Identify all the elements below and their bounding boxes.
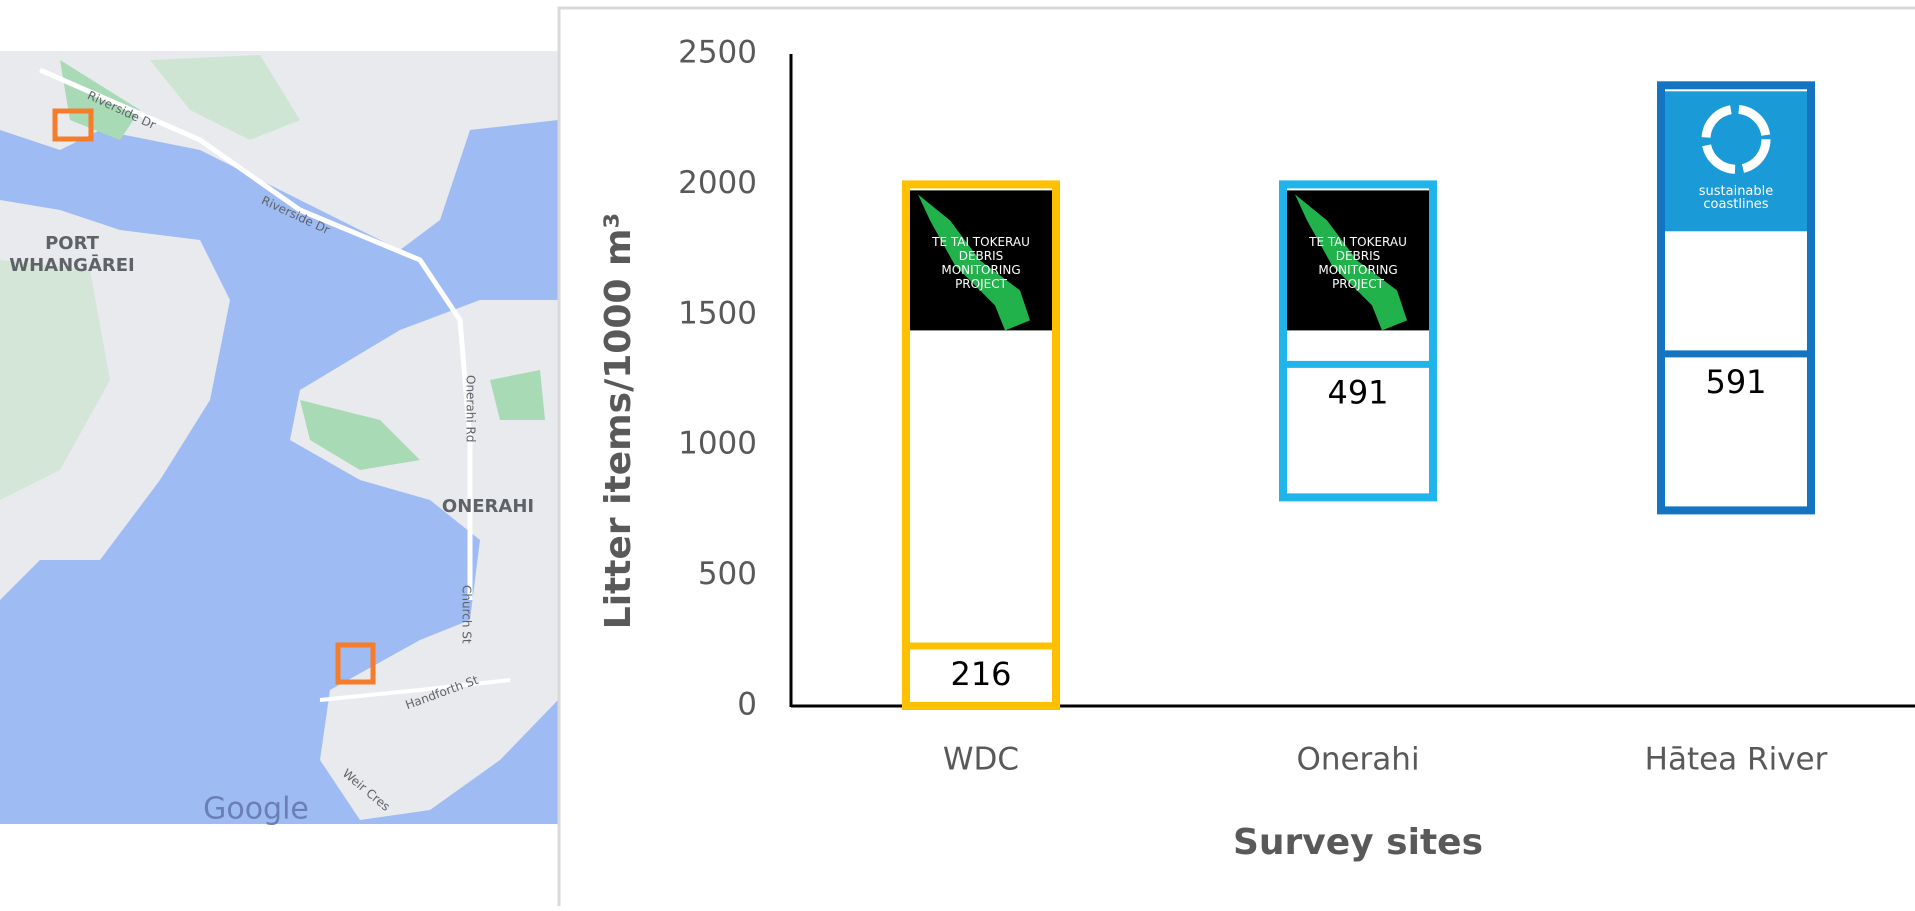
- x-tick-label: WDC: [943, 742, 1019, 778]
- place-label: PORT: [45, 233, 100, 254]
- map-attribution: Google: [203, 792, 309, 827]
- logo-text: sustainable: [1699, 184, 1774, 199]
- logo-text: DEBRIS: [959, 249, 1004, 263]
- road: [38, 67, 473, 600]
- park: [300, 400, 420, 470]
- map: PORT WHANGĀREI ONERAHI Riverside Dr Rive…: [0, 51, 558, 827]
- land: [0, 51, 558, 250]
- logo-symbol: [1701, 104, 1771, 174]
- y-tick-label: 1500: [678, 295, 757, 331]
- y-tick-label: 1000: [678, 426, 757, 462]
- place-label: WHANGĀREI: [9, 255, 134, 276]
- park: [490, 370, 545, 420]
- park: [0, 260, 110, 500]
- place-label: ONERAHI: [442, 496, 534, 517]
- logo-shape: [918, 194, 1030, 331]
- y-tick-label: 0: [737, 687, 757, 723]
- y-tick-label: 2500: [678, 35, 757, 71]
- logo-shape: [1295, 194, 1407, 331]
- park: [150, 55, 300, 140]
- logo-text: MONITORING: [941, 263, 1020, 277]
- logo-text: DEBRIS: [1336, 249, 1381, 263]
- road-label: Church St: [460, 585, 474, 644]
- median-label: 591: [1705, 363, 1766, 401]
- logo-text: coastlines: [1703, 197, 1768, 212]
- chart: 0 500 1000 1500 2000 2500 Litter items/1000 m³…: [598, 35, 1915, 863]
- logo-text: TE TAI TOKERAU: [1308, 235, 1407, 249]
- x-tick-label: Onerahi: [1296, 742, 1419, 778]
- road-label: Onerahi Rd: [464, 375, 478, 442]
- y-axis-title: Litter items/1000 m³: [598, 213, 639, 629]
- logo-text: PROJECT: [955, 277, 1008, 291]
- median-label: 491: [1327, 373, 1388, 411]
- logo: [1665, 91, 1807, 232]
- x-tick-label: Hātea River: [1645, 742, 1828, 778]
- logo-text: TE TAI TOKERAU: [931, 235, 1030, 249]
- logo-text: MONITORING: [1318, 263, 1397, 277]
- y-tick-label: 500: [698, 556, 757, 592]
- y-tick-label: 2000: [678, 165, 757, 201]
- road: [319, 678, 511, 702]
- x-axis-title: Survey sites: [1233, 822, 1483, 863]
- park: [60, 60, 140, 140]
- median-label: 216: [950, 655, 1011, 693]
- site-marker: [52, 108, 94, 142]
- logo-text: PROJECT: [1332, 277, 1385, 291]
- site-marker: [335, 642, 376, 685]
